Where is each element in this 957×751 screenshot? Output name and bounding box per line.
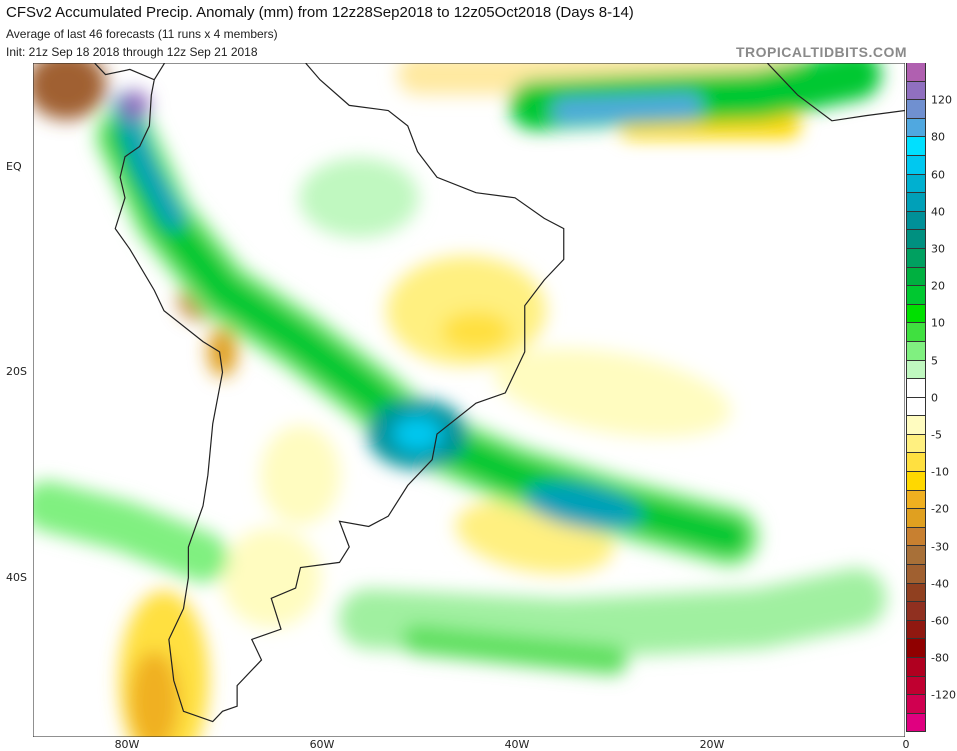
colorbar-swatch: [906, 341, 926, 361]
colorbar-swatch: [906, 658, 926, 677]
brand-watermark: TROPICALTIDBITS.COM: [735, 44, 907, 60]
colorbar-swatch: [906, 453, 926, 473]
dry-anomaly: [33, 63, 107, 120]
colorbar-label: -20: [931, 502, 949, 516]
colorbar-label: -10: [931, 465, 949, 479]
coastlines: [93, 63, 905, 723]
wet-anomaly: [402, 624, 628, 675]
colorbar-swatch: [906, 323, 926, 342]
colorbar-swatch: [906, 713, 926, 733]
colorbar-swatch: [906, 416, 926, 435]
lon-label-0: 0: [902, 738, 910, 751]
colorbar-swatch: [906, 527, 926, 547]
wet-anomaly: [338, 568, 887, 660]
wet-anomaly: [524, 481, 643, 530]
dry-anomaly: [260, 425, 341, 526]
dry-anomaly: [494, 348, 731, 438]
colorbar-swatch: [906, 546, 926, 566]
wet-anomaly: [299, 157, 419, 238]
lon-label-20w: 20W: [699, 738, 725, 751]
colorbar-label: 20: [931, 279, 945, 293]
colorbar-swatch: [906, 174, 926, 194]
colorbar-swatch: [906, 472, 926, 491]
colorbar-swatch: [906, 379, 926, 398]
colorbar-swatch: [906, 211, 926, 231]
precip-anomaly-map: [33, 63, 905, 737]
colorbar-swatch: [906, 565, 926, 584]
colorbar-label: 40: [931, 205, 945, 219]
colorbar-swatch: [906, 695, 926, 714]
anomaly-fields: [33, 63, 887, 737]
colorbar-label: -60: [931, 614, 949, 628]
colorbar-swatch: [906, 490, 926, 510]
colorbar-swatch: [906, 509, 926, 528]
colorbar-label: 120: [931, 93, 952, 107]
map-title: CFSv2 Accumulated Precip. Anomaly (mm) f…: [6, 4, 634, 21]
colorbar-swatch: [906, 63, 926, 82]
colorbar-label: 10: [931, 316, 945, 330]
colorbar-label: -5: [931, 428, 942, 442]
colorbar-label: -30: [931, 540, 949, 554]
colorbar-swatch: [906, 676, 926, 696]
colorbar-label: 5: [931, 354, 938, 368]
colorbar-swatch: [906, 81, 926, 101]
colorbar-label: 60: [931, 168, 945, 182]
colorbar-swatch: [906, 100, 926, 119]
colorbar-swatch: [906, 434, 926, 454]
dry-anomaly: [129, 651, 180, 737]
colorbar-swatch: [906, 248, 926, 268]
colorbar-label: 0: [931, 391, 938, 405]
colorbar-swatch: [906, 583, 926, 603]
colorbar-label: -120: [931, 688, 956, 702]
colorbar-swatch: [906, 602, 926, 621]
lon-label-60w: 60W: [309, 738, 335, 751]
colorbar-swatch: [906, 397, 926, 417]
colorbar-swatch: [906, 155, 926, 175]
colorbar-swatch: [906, 193, 926, 212]
colorbar-swatch: [906, 620, 926, 640]
colorbar-swatch: [906, 286, 926, 305]
init-text: Init: 21z Sep 18 2018 through 12z Sep 21…: [6, 45, 258, 59]
wet-anomaly: [119, 90, 150, 121]
dry-anomaly: [221, 527, 322, 628]
wet-anomaly: [551, 92, 703, 124]
lon-label-80w: 80W: [114, 738, 140, 751]
colorbar-swatch: [906, 360, 926, 380]
colorbar-swatch: [906, 639, 926, 658]
colorbar-label: 80: [931, 130, 945, 144]
colorbar-swatch: [906, 304, 926, 324]
lon-label-40w: 40W: [504, 738, 530, 751]
lat-label-eq: EQ: [6, 160, 22, 173]
lat-label-40s: 40S: [6, 571, 27, 584]
wet-anomaly: [33, 480, 228, 583]
colorbar-swatch: [906, 230, 926, 249]
colorbar-label: -40: [931, 577, 949, 591]
dry-anomaly: [207, 326, 238, 377]
colorbar-swatch: [906, 267, 926, 287]
dry-anomaly: [441, 311, 511, 352]
colorbar-swatch: [906, 118, 926, 138]
south-america-coastline: [93, 63, 565, 723]
lat-label-20s: 20S: [6, 365, 27, 378]
wet-anomaly: [112, 92, 187, 231]
colorbar: [906, 63, 926, 733]
colorbar-label: -80: [931, 651, 949, 665]
colorbar-swatch: [906, 137, 926, 156]
wet-anomaly: [392, 416, 443, 453]
africa-coastline: [766, 63, 905, 122]
map-subtitle: Average of last 46 forecasts (11 runs x …: [6, 27, 278, 41]
colorbar-label: 30: [931, 242, 945, 256]
